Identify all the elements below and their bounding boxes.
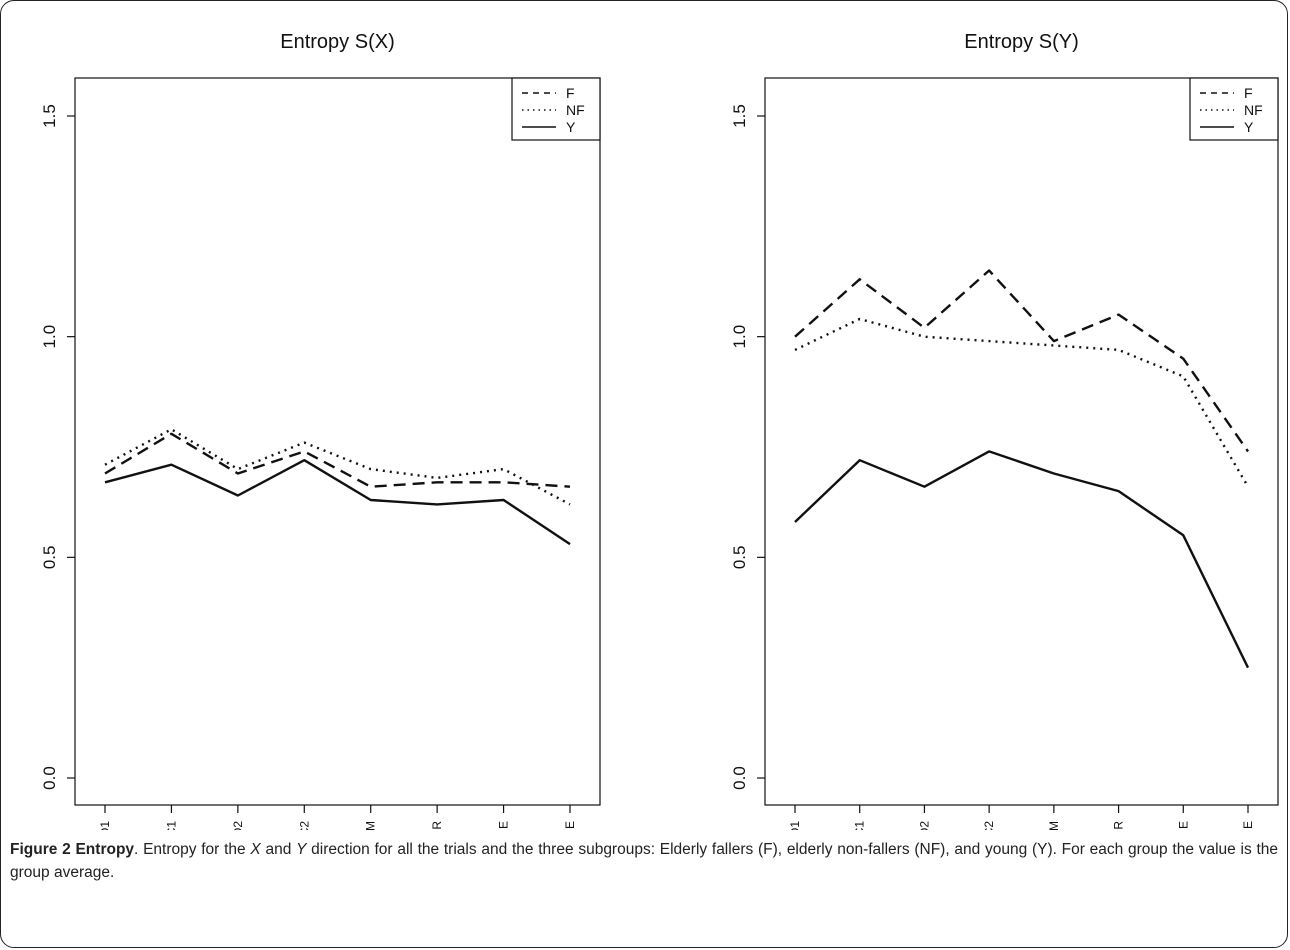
chart-panel-sx: Entropy S(X) 0.0 0.5 1.0 1.5 EO1 EC1 EO2 EC2 FOAM… [40, 31, 601, 830]
legend-box [511, 77, 601, 141]
plot-box [74, 77, 601, 806]
legend-label-f: F [1244, 85, 1253, 101]
caption-text-2: and [260, 841, 297, 858]
legend-label-y: Y [566, 119, 576, 135]
legend-label-f: F [566, 85, 575, 101]
chart-title: Entropy S(X) [280, 31, 394, 53]
y-tick-label: 1.5 [40, 104, 59, 128]
x-tick-label: NUDGE [1241, 821, 1255, 830]
x-tick-label: EO2 [231, 821, 245, 830]
x-tick-label: EC2 [982, 821, 996, 830]
x-tick-label: NUDGE [563, 821, 577, 830]
x-tick-label: EC2 [297, 821, 311, 830]
plot-box [764, 77, 1279, 806]
caption-text-3: direction for all the trials and the thr… [10, 841, 1278, 881]
y-tick-label: 0.5 [730, 546, 749, 570]
legend-label-nf: NF [1244, 102, 1263, 118]
x-tick-label: HEAD E [497, 821, 511, 830]
legend-label-nf: NF [566, 102, 585, 118]
y-tick-label: 0.0 [40, 766, 59, 790]
caption-label: Figure 2 Entropy [10, 841, 135, 858]
caption-x: X [250, 841, 261, 858]
series-line-y [104, 459, 571, 546]
y-tick-label: 0.5 [40, 546, 59, 570]
x-tick-label: HEAD E [1176, 821, 1190, 830]
series-line-y [794, 450, 1250, 669]
x-tick-label: EC1 [164, 821, 178, 830]
y-tick-label: 1.5 [730, 104, 749, 128]
x-tick-label: HEAD R [1112, 821, 1126, 830]
chart-panel-sy: Entropy S(Y) 0.0 0.5 1.0 1.5 EO1 EC1 EO2 EC2 FOAM… [730, 31, 1279, 830]
chart-title: Entropy S(Y) [964, 31, 1078, 53]
y-tick-label: 1.0 [40, 325, 59, 349]
series-line-f [794, 269, 1249, 453]
x-tick-label: EC1 [853, 821, 867, 830]
series-line-f [104, 432, 571, 488]
charts-canvas: Entropy S(X) 0.0 0.5 1.0 1.5 EO1 EC1 EO2 EC2 FOAM… [40, 31, 1279, 830]
x-tick-label: EO1 [788, 821, 802, 830]
y-tick-label: 1.0 [730, 325, 749, 349]
caption-text-1: . Entropy for the [134, 841, 251, 858]
x-tick-label: EO2 [917, 821, 931, 830]
figure-caption: Figure 2 Entropy. Entropy for the X and … [10, 838, 1278, 884]
legend-label-y: Y [1244, 119, 1254, 135]
legend-box [1189, 77, 1279, 141]
x-tick-label: FOAM [1047, 821, 1061, 830]
x-tick-label: FOAM [364, 821, 378, 830]
caption-y: Y [296, 841, 307, 858]
x-tick-label: EO1 [98, 821, 112, 830]
x-tick-label: HEAD R [430, 821, 444, 830]
series-line-nf [104, 428, 571, 506]
y-tick-label: 0.0 [730, 766, 749, 790]
